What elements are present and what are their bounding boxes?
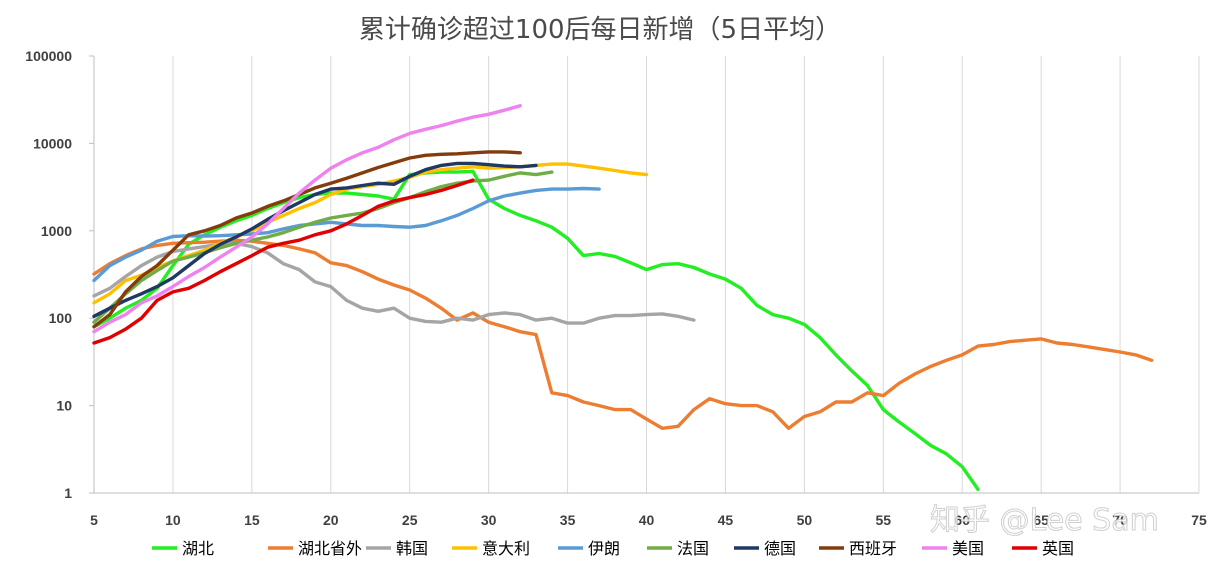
series-line-1 bbox=[92, 238, 1154, 430]
x-tick-label: 65 bbox=[1033, 512, 1049, 528]
legend-label-6: 德国 bbox=[764, 539, 796, 558]
y-tick-label: 1000 bbox=[41, 223, 72, 239]
x-tick-label: 5 bbox=[90, 512, 98, 528]
x-tick-label: 30 bbox=[481, 512, 497, 528]
axis-layer: 5 10 15 20 25 30 35 40 45 50 55 60 65 70 75 1 10 100 1000 1… bbox=[25, 48, 1207, 528]
series-line-6 bbox=[92, 161, 538, 318]
y-tick-label: 100 bbox=[49, 310, 73, 326]
x-tick-label: 45 bbox=[718, 512, 734, 528]
series-line-0 bbox=[92, 169, 980, 492]
chart-title: 累计确诊超过100后每日新增（5日平均） bbox=[359, 15, 841, 45]
watermark-text: 知乎 @Lee Sam bbox=[930, 503, 1159, 538]
legend: 湖北 湖北省外 韩国 意大利 伊朗 法国 德国 西班牙 美国 英国 bbox=[152, 539, 1074, 558]
x-tick-label: 25 bbox=[402, 512, 418, 528]
y-tick-label: 100000 bbox=[25, 48, 72, 64]
x-tick-label: 50 bbox=[797, 512, 813, 528]
series-line-5 bbox=[92, 170, 554, 324]
x-tick-label: 10 bbox=[165, 512, 181, 528]
x-tick-label: 40 bbox=[639, 512, 655, 528]
series-line-2 bbox=[92, 241, 696, 325]
x-tick-label: 70 bbox=[1112, 512, 1128, 528]
y-tick-label: 10000 bbox=[33, 135, 72, 151]
x-tick-label: 35 bbox=[560, 512, 576, 528]
series-line-8 bbox=[92, 103, 522, 334]
y-tick-label: 1 bbox=[64, 485, 72, 501]
legend-label-4: 伊朗 bbox=[588, 539, 620, 558]
x-tick-label: 20 bbox=[323, 512, 339, 528]
grid-layer bbox=[172, 56, 1200, 493]
x-tick-label: 75 bbox=[1191, 512, 1207, 528]
legend-label-9: 英国 bbox=[1042, 539, 1074, 558]
series-layer bbox=[92, 103, 1154, 492]
legend-label-5: 法国 bbox=[677, 539, 709, 558]
legend-label-8: 美国 bbox=[952, 539, 984, 558]
legend-label-1: 湖北省外 bbox=[298, 539, 362, 558]
x-tick-label: 55 bbox=[875, 512, 891, 528]
legend-label-0: 湖北 bbox=[182, 539, 214, 558]
x-tick-label: 15 bbox=[244, 512, 260, 528]
legend-label-2: 韩国 bbox=[396, 539, 428, 558]
series-line-9 bbox=[92, 178, 475, 345]
x-tick-label: 60 bbox=[954, 512, 970, 528]
legend-label-7: 西班牙 bbox=[849, 539, 897, 558]
series-line-7 bbox=[92, 150, 522, 329]
y-tick-label: 10 bbox=[56, 398, 72, 414]
legend-label-3: 意大利 bbox=[482, 539, 530, 558]
